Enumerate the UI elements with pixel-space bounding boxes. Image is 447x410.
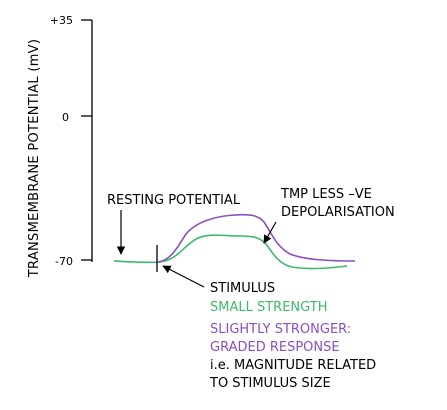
stimulus-label: STIMULUS — [210, 281, 275, 296]
tmp-label: TMP LESS –VE — [280, 187, 372, 202]
depolarisation-arrow — [263, 221, 277, 244]
y-axis-label: TRANSMEMBRANE POTENTIAL (mV) — [27, 39, 42, 278]
y-axis: +35 0 -70 — [50, 14, 93, 268]
tick-label-zero: 0 — [62, 111, 69, 124]
small-strength-label: SMALL STRENGTH — [210, 300, 327, 315]
graded-response-label: GRADED RESPONSE — [210, 340, 340, 355]
resting-potential-label: RESTING POTENTIAL — [107, 193, 241, 208]
magnitude-label: i.e. MAGNITUDE RELATED — [210, 358, 376, 373]
small-strength-curve — [113, 234, 348, 270]
slightly-stronger-label: SLIGHTLY STRONGER: — [210, 322, 351, 337]
stimulus-size-label: TO STIMULUS SIZE — [209, 376, 331, 391]
stimulus-arrow — [162, 265, 205, 288]
tick-label-plus35: +35 — [50, 14, 73, 27]
slightly-stronger-curve — [157, 213, 356, 263]
depolarisation-label: DEPOLARISATION — [281, 205, 395, 220]
tick-label-minus70: -70 — [55, 255, 73, 268]
